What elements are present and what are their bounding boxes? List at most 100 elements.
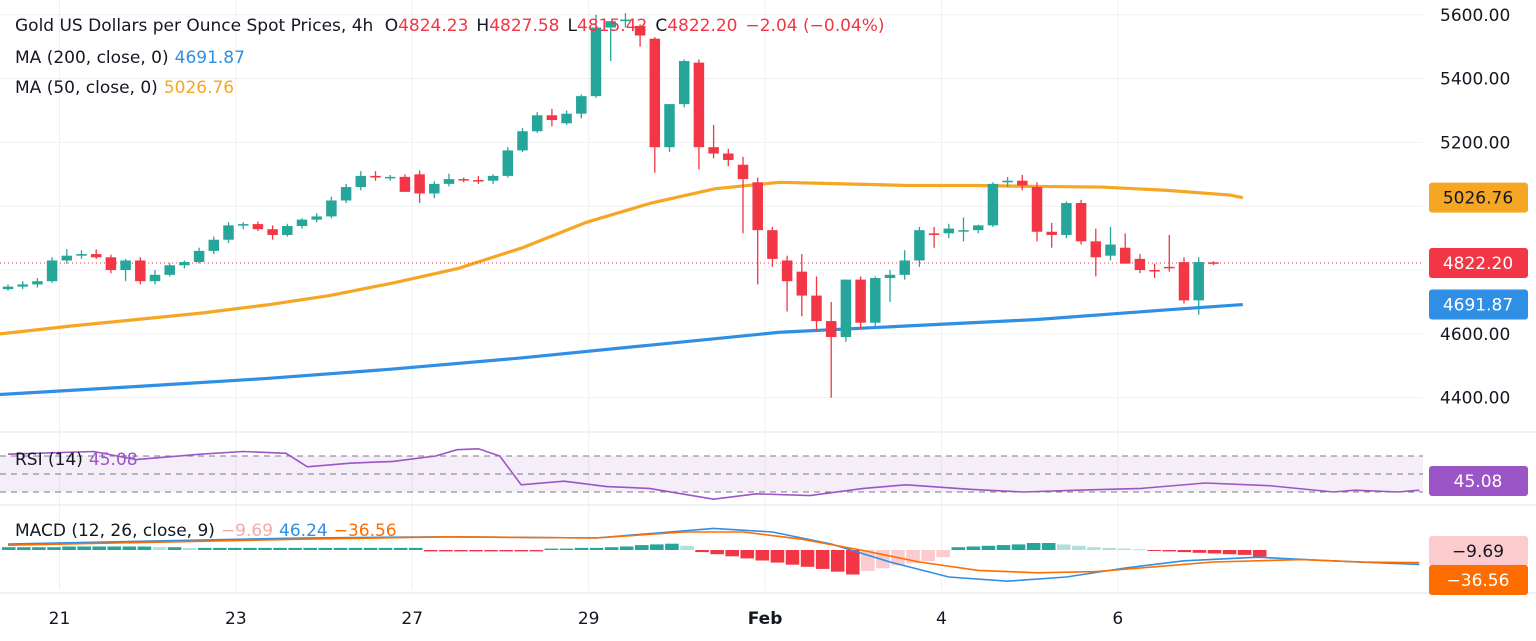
- macd-hist-bar: [544, 548, 559, 550]
- macd-hist-bar: [1222, 550, 1237, 555]
- symbol-title[interactable]: Gold US Dollars per Ounce Spot Prices, 4…: [15, 16, 374, 36]
- macd-hist-bar: [77, 546, 91, 550]
- macd-hist-bar: [966, 546, 981, 550]
- candle-body: [840, 279, 852, 338]
- macd-hist-bar: [333, 547, 348, 550]
- ma50-legend[interactable]: MA (50, close, 0) 5026.76: [15, 78, 240, 98]
- macd-panel: [2, 527, 1420, 583]
- candle-body: [61, 255, 73, 261]
- candle-body: [855, 279, 866, 323]
- macd-hist-bar: [1132, 549, 1146, 551]
- candle-body: [576, 96, 587, 114]
- macd-hist-bar: [589, 547, 604, 550]
- candle-body: [1119, 247, 1131, 264]
- macd-signal-tag-box: [1429, 565, 1528, 595]
- macd-hist-bar: [1087, 547, 1101, 550]
- macd-hist-bar: [665, 543, 679, 550]
- candle-body: [1075, 203, 1087, 242]
- candle-body: [1031, 187, 1043, 232]
- macd-hist-bar: [514, 550, 528, 552]
- rsi-legend[interactable]: RSI (14) 45.08: [15, 450, 144, 470]
- macd-hist-bar: [846, 550, 860, 575]
- macd-hist-bar: [348, 547, 363, 550]
- macd-hist-bar: [710, 550, 724, 555]
- macd-hist-bar: [228, 547, 242, 550]
- candle-body: [561, 113, 572, 124]
- candle-body: [370, 175, 381, 178]
- macd-hist-bar: [936, 550, 950, 557]
- candle-body: [870, 278, 881, 323]
- macd-hist-bar: [695, 550, 709, 553]
- candle-body: [208, 239, 220, 251]
- candle-body: [105, 257, 117, 271]
- candle-body: [664, 104, 675, 148]
- macd-hist-bar: [363, 547, 378, 550]
- macd-line-value: 46.24: [279, 521, 328, 541]
- price-tags: 5026.76 4822.20 4691.87 45.08 −9.69 −36.56: [1429, 182, 1528, 595]
- candle-body: [723, 153, 734, 160]
- candle-body: [1017, 180, 1028, 186]
- macd-hist-bar: [725, 550, 739, 557]
- macd-hist-bar: [393, 547, 408, 550]
- macd-hist-bar: [604, 547, 619, 550]
- macd-hist-bar: [454, 550, 468, 552]
- macd-hist-bar: [1072, 545, 1086, 550]
- candle-body: [135, 260, 146, 282]
- ma200-price-tag: 4691.87: [1443, 296, 1513, 316]
- candle-body: [928, 233, 940, 235]
- macd-hist-bar: [32, 547, 46, 550]
- candle-body: [193, 250, 205, 263]
- candle-body: [76, 254, 87, 256]
- candle-body: [517, 131, 528, 151]
- candle-body: [1134, 258, 1146, 271]
- macd-hist-bar: [635, 545, 649, 550]
- macd-hist-bar: [650, 544, 664, 550]
- candle-body: [487, 175, 499, 181]
- price-tick-label: 4400.00: [1440, 389, 1510, 409]
- candle-body: [1178, 262, 1190, 301]
- macd-hist-bar: [770, 550, 785, 563]
- candle-body: [634, 25, 646, 36]
- macd-hist-bar: [1011, 544, 1026, 550]
- macd-hist-bar: [469, 550, 483, 552]
- candle-body: [1105, 244, 1116, 256]
- macd-legend[interactable]: MACD (12, 26, close, 9) −9.69 46.24 −36.56: [15, 521, 403, 541]
- macd-hist-bar: [785, 550, 800, 565]
- candle-body: [737, 164, 749, 180]
- ohlc-values: O4824.23 H4827.58 L4815.42 C4822.20 −2.04 (−…: [384, 16, 885, 36]
- macd-signal-line: [7, 531, 1420, 574]
- candle-body: [267, 229, 278, 235]
- candle-body: [605, 21, 616, 28]
- candle-body: [164, 265, 175, 275]
- ma200-legend[interactable]: MA (200, close, 0) 4691.87: [15, 48, 251, 68]
- candle-body: [649, 38, 661, 148]
- macd-hist-bar: [1102, 547, 1116, 550]
- candle-body: [326, 200, 337, 217]
- candle-body: [987, 183, 999, 226]
- candle-body: [355, 175, 367, 188]
- macd-hist-bar: [122, 546, 137, 550]
- ma50-price-tag-box: [1429, 182, 1528, 213]
- macd-label: MACD (12, 26, close, 9): [15, 521, 215, 541]
- macd-hist-value: −9.69: [220, 521, 274, 541]
- rsi-value-tag: 45.08: [1454, 472, 1503, 492]
- macd-hist-bar: [1162, 550, 1177, 552]
- macd-hist-bar: [951, 547, 966, 550]
- rsi-line: [7, 447, 1420, 501]
- macd-hist-tag: −9.69: [1452, 542, 1504, 562]
- macd-hist-bar: [574, 547, 589, 550]
- candle-body: [796, 271, 808, 296]
- ma200-price-tag-box: [1429, 289, 1528, 320]
- candle-body: [473, 180, 484, 182]
- macd-hist-bar: [755, 550, 770, 561]
- candle-body: [1046, 231, 1057, 235]
- macd-hist-bar: [1177, 550, 1192, 553]
- candle-body: [943, 228, 955, 234]
- price-tick-label: 5200.00: [1440, 133, 1510, 153]
- candle-body: [179, 262, 190, 266]
- candle-body: [237, 224, 249, 226]
- macd-hist-bar: [1207, 550, 1222, 554]
- candle-body: [678, 61, 690, 105]
- candle-body: [620, 19, 631, 22]
